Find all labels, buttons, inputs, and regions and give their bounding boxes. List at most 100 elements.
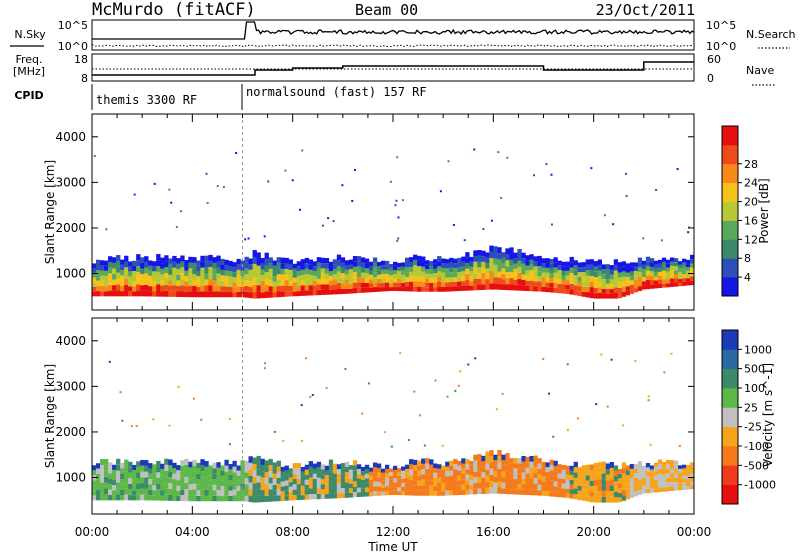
echo-cell xyxy=(505,453,510,459)
echo-cell xyxy=(461,458,466,464)
echo-cell xyxy=(469,276,474,281)
echo-cell xyxy=(320,464,326,470)
echo-cell xyxy=(645,275,651,280)
scatter-echo xyxy=(399,352,402,355)
colorbar-tick-label: -1000 xyxy=(744,479,776,492)
echo-cell xyxy=(316,477,322,484)
echo-cell xyxy=(549,459,554,465)
echo-cell xyxy=(236,264,241,270)
echo-cell xyxy=(637,267,643,272)
echo-cell xyxy=(368,479,374,484)
echo-cell xyxy=(272,286,277,293)
echo-cell xyxy=(609,284,615,290)
echo-cell xyxy=(653,475,659,480)
echo-cell xyxy=(328,261,334,267)
echo-cell xyxy=(613,292,619,299)
echo-cell xyxy=(545,282,550,288)
echo-cell xyxy=(581,475,586,481)
echo-cell xyxy=(304,474,310,480)
echo-cell xyxy=(324,284,330,290)
echo-cell xyxy=(292,277,297,283)
nave-tick-low: 0 xyxy=(707,72,714,85)
echo-cell xyxy=(593,485,598,492)
echo-cell xyxy=(409,266,414,272)
echo-cell xyxy=(517,284,522,291)
cpid-row: CPID themis 3300 RF normalsound (fast) 1… xyxy=(14,84,427,110)
echo-cell xyxy=(453,458,458,465)
echo-cell xyxy=(244,262,249,269)
echo-cell xyxy=(449,470,454,476)
echo-cell xyxy=(509,458,514,464)
echo-cell xyxy=(104,265,109,271)
echo-cell xyxy=(260,257,265,264)
echo-cell xyxy=(573,280,578,286)
echo-cell xyxy=(525,260,530,266)
echo-cell xyxy=(633,491,639,497)
colorbar-swatch xyxy=(722,368,738,389)
echo-cell xyxy=(401,478,406,483)
noise-panel-frame xyxy=(91,19,695,51)
colorbar-swatch xyxy=(722,258,738,278)
echo-cell xyxy=(677,264,683,269)
echo-cell xyxy=(553,476,558,482)
echo-cell xyxy=(380,472,386,477)
echo-cell xyxy=(180,477,185,484)
echo-cell xyxy=(300,274,305,281)
echo-cell xyxy=(344,260,350,266)
echo-cell xyxy=(156,290,161,297)
echo-cell xyxy=(372,472,378,477)
echo-cell xyxy=(469,261,474,267)
echo-cell xyxy=(593,468,598,475)
echo-cell xyxy=(276,495,281,502)
echo-cell xyxy=(457,490,462,496)
echo-cell xyxy=(561,479,566,484)
echo-cell xyxy=(116,458,121,465)
echo-cell xyxy=(280,285,285,292)
echo-cell xyxy=(589,281,594,288)
colorbar-tick-label: 20 xyxy=(744,196,758,209)
echo-cell xyxy=(569,493,574,499)
echo-cell xyxy=(192,459,197,466)
echo-cell xyxy=(328,465,334,471)
echo-cell xyxy=(144,261,149,268)
echo-cell xyxy=(681,278,687,282)
echo-cell xyxy=(457,286,462,292)
echo-cell xyxy=(188,473,193,479)
echo-cell xyxy=(112,464,117,470)
echo-cell xyxy=(184,470,189,477)
scatter-echo xyxy=(647,399,650,402)
echo-cell xyxy=(661,270,667,275)
echo-cell xyxy=(445,282,450,287)
echo-cell xyxy=(525,285,530,292)
echo-cell xyxy=(689,280,695,286)
echo-cell xyxy=(601,484,606,491)
echo-cell xyxy=(505,254,510,261)
echo-cell xyxy=(208,285,213,292)
echo-cell xyxy=(413,464,418,471)
echo-cell xyxy=(112,274,117,280)
echo-cell xyxy=(96,473,101,480)
echo-cell xyxy=(232,277,237,283)
echo-cell xyxy=(324,470,330,476)
echo-cell xyxy=(212,468,217,474)
echo-cell xyxy=(653,479,659,484)
echo-cell xyxy=(192,285,197,292)
echo-cell xyxy=(192,477,197,484)
echo-cell xyxy=(232,466,237,473)
echo-cell xyxy=(168,459,173,466)
echo-cell xyxy=(673,270,679,275)
echo-cell xyxy=(348,479,354,484)
echo-cell xyxy=(605,463,611,470)
echo-cell xyxy=(449,267,454,273)
echo-cell xyxy=(244,291,249,298)
echo-cell xyxy=(236,258,241,265)
echo-cell xyxy=(425,269,430,274)
echo-cell xyxy=(429,283,434,288)
echo-cell xyxy=(212,462,217,469)
echo-cell xyxy=(473,250,478,257)
echo-cell xyxy=(573,285,578,291)
scatter-echo xyxy=(576,417,579,420)
echo-cell xyxy=(397,274,402,279)
echo-cell xyxy=(176,485,181,491)
echo-cell xyxy=(509,463,514,469)
